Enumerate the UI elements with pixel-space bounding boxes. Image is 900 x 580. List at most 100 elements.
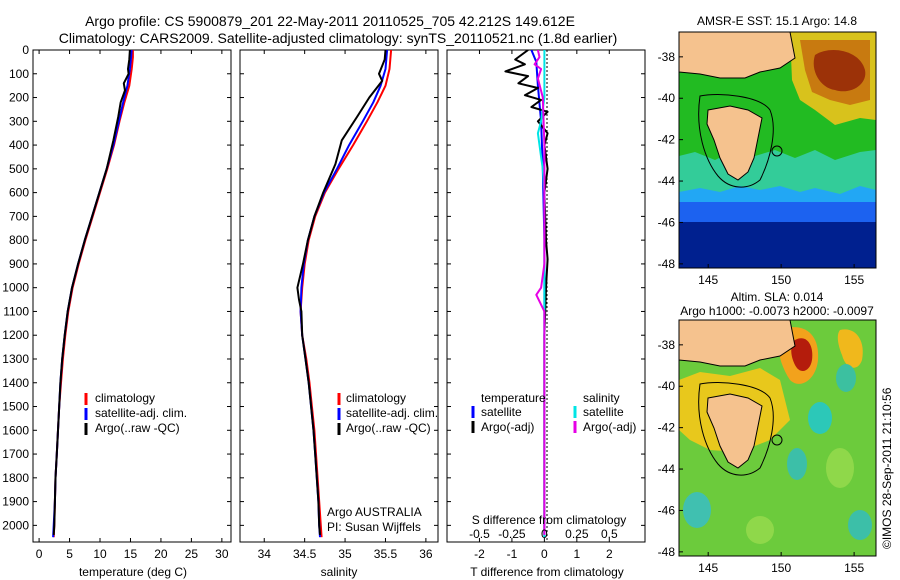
depth-tick-label: 1900	[2, 495, 29, 509]
s-diff-tick-label: 0.25	[565, 527, 589, 541]
temperature-panel: 0100200300400500600700800900100011001200…	[2, 43, 232, 579]
x-tick-label: -2	[474, 547, 485, 561]
x-tick-label: 10	[93, 547, 107, 561]
salinity-axis-ticks: 34 34.5 35 35.5 36	[258, 50, 433, 561]
lon-tick-label: 145	[698, 561, 718, 575]
sst-map-frame	[678, 31, 877, 269]
depth-tick-label: 1200	[2, 328, 29, 342]
temperature-xlabel: temperature (deg C)	[79, 565, 187, 579]
x-tick-label: 35.5	[374, 547, 398, 561]
depth-axis-ticks: 0 100 200 300 400 500 600 700 800 900 1000 1100 1200…	[2, 43, 231, 532]
lon-tick-label: 150	[771, 561, 791, 575]
sst-map-title: AMSR-E SST: 15.1 Argo: 14.8	[697, 14, 857, 28]
x-tick-label: 34.5	[293, 547, 317, 561]
legend-label-satellite: satellite-adj. clim.	[346, 406, 438, 420]
legend-label-satellite: satellite-adj. clim.	[95, 406, 187, 420]
lat-tick-label: -40	[658, 379, 676, 393]
depth-tick-label: 1000	[2, 281, 29, 295]
sst-map-image	[679, 32, 876, 268]
salinity-legend: climatology satellite-adj. clim. Argo(..…	[337, 391, 438, 435]
sst-map-lat-ticks: -38 -40 -42 -44 -46 -48	[658, 50, 683, 271]
x-tick-label: 35	[338, 547, 352, 561]
temperature-plot-frame	[32, 49, 232, 543]
profile-line-argo-raw-qc-	[296, 50, 387, 535]
lat-tick-label: -40	[658, 91, 676, 105]
x-tick-label: 0	[541, 547, 548, 561]
depth-tick-label: 400	[9, 138, 29, 152]
x-tick-label: 25	[185, 547, 199, 561]
lat-tick-label: -38	[658, 338, 676, 352]
sst-map-panel: AMSR-E SST: 15.1 Argo: 14.8 145 150 155 -3…	[658, 14, 877, 287]
lat-tick-label: -44	[658, 174, 676, 188]
profile-line-argo-raw-qc-	[52, 50, 131, 535]
lat-tick-label: -44	[658, 462, 676, 476]
x-tick-label: 36	[419, 547, 433, 561]
sla-map-lat-ticks: -38 -40 -42 -44 -46 -48	[658, 338, 683, 559]
lat-tick-label: -48	[658, 545, 676, 559]
difference-legend: temperature salinity satellite Argo(-adj…	[471, 391, 636, 434]
depth-tick-label: 1100	[3, 304, 29, 318]
sla-map-title-line2: Argo h1000: -0.0073 h2000: -0.0097	[680, 304, 874, 318]
x-tick-label: 0	[36, 547, 43, 561]
sst-map-lon-ticks: 145 150 155	[698, 264, 864, 287]
depth-tick-label: 200	[9, 91, 29, 105]
x-tick-label: 1	[573, 547, 580, 561]
profile-line-salinity-argo-adj-	[533, 50, 546, 535]
x-tick-label: 15	[124, 547, 138, 561]
depth-tick-label: 1700	[2, 447, 29, 461]
lat-tick-label: -48	[658, 257, 676, 271]
x-tick-label: 34	[258, 547, 272, 561]
figure-title-line2: Climatology: CARS2009. Satellite-adjuste…	[59, 30, 617, 46]
argo-agency-label: Argo AUSTRALIA	[327, 505, 422, 519]
lon-tick-label: 155	[844, 561, 864, 575]
s-difference-axis-ticks: -0.5 -0.25 0 0.25 0.5	[469, 527, 618, 541]
salinity-panel: 34 34.5 35 35.5 36 salinity climatology sate…	[239, 49, 439, 579]
depth-tick-label: 0	[22, 43, 29, 57]
legend-label-climatology: climatology	[95, 391, 155, 405]
copyright-stamp: ©IMOS 28-Sep-2011 21:10:56	[880, 387, 894, 549]
profile-line-temperature-argo-adj-	[504, 50, 549, 535]
s-diff-tick-label: 0	[541, 527, 548, 541]
x-tick-label: -1	[507, 547, 518, 561]
legend-label-t-satellite: satellite	[481, 405, 522, 419]
s-diff-tick-label: -0.25	[498, 527, 526, 541]
sla-map-lon-ticks: 145 150 155	[698, 552, 864, 575]
sla-map-title-line1: Altim. SLA: 0.014	[731, 290, 824, 304]
legend-label-argo: Argo(..raw -QC)	[346, 421, 431, 435]
depth-tick-label: 1300	[2, 352, 29, 366]
legend-label-s-argo: Argo(-adj)	[583, 420, 636, 434]
lat-tick-label: -38	[658, 50, 676, 64]
temperature-profiles	[52, 50, 134, 538]
temperature-axis-ticks: 0 5 10 15 20 25 30	[36, 50, 229, 561]
lon-tick-label: 155	[844, 273, 864, 287]
legend-header-temperature: temperature	[481, 391, 546, 405]
figure-title-line1: Argo profile: CS 5900879_201 22-May-2011…	[85, 13, 575, 29]
depth-tick-label: 300	[9, 114, 29, 128]
x-tick-label: 2	[606, 547, 613, 561]
sla-map-image	[679, 320, 876, 556]
depth-tick-label: 1400	[2, 376, 29, 390]
depth-tick-label: 600	[9, 186, 29, 200]
depth-tick-label: 900	[9, 257, 29, 271]
x-tick-label: 5	[66, 547, 73, 561]
depth-tick-label: 700	[9, 209, 29, 223]
depth-tick-label: 500	[9, 162, 29, 176]
depth-tick-label: 1500	[2, 400, 29, 414]
depth-tick-label: 1800	[2, 471, 29, 485]
legend-label-argo: Argo(..raw -QC)	[95, 421, 180, 435]
temperature-legend: climatology satellite-adj. clim. Argo(..…	[84, 391, 187, 435]
depth-tick-label: 2000	[2, 518, 29, 532]
difference-panel: -2 -1 0 1 2 S difference from climatology -0…	[446, 49, 646, 579]
sla-map-panel: Altim. SLA: 0.014 Argo h1000: -0.0073 h2…	[658, 290, 877, 575]
x-tick-label: 20	[154, 547, 168, 561]
principal-investigator-label: PI: Susan Wijffels	[327, 520, 421, 534]
sla-map-frame	[678, 319, 877, 557]
s-difference-label: S difference from climatology	[472, 513, 627, 527]
s-diff-tick-label: -0.5	[469, 527, 490, 541]
lat-tick-label: -46	[658, 215, 676, 229]
legend-label-s-satellite: satellite	[583, 405, 624, 419]
salinity-plot-frame	[239, 49, 439, 543]
depth-tick-label: 1600	[2, 423, 29, 437]
depth-tick-label: 100	[9, 67, 29, 81]
